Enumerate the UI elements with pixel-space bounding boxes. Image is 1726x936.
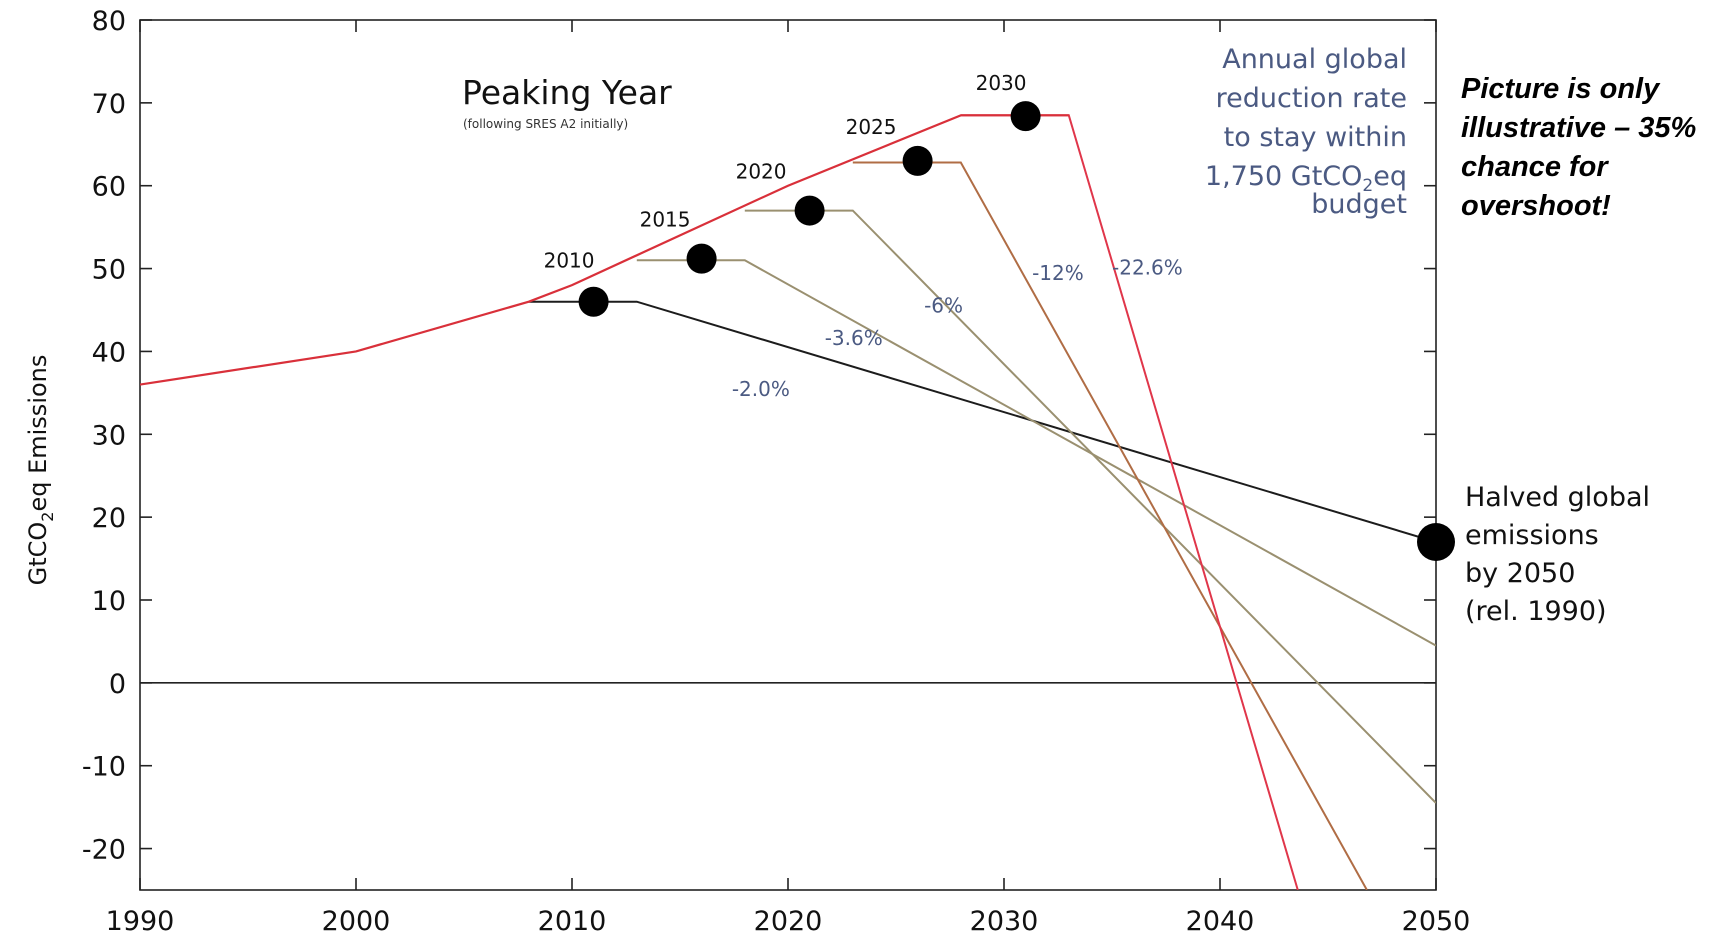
budget-annotation: Annual global reduction rate to stay wit… — [1205, 44, 1407, 220]
x-tick-label: 2040 — [1186, 906, 1255, 936]
baseline-line — [140, 114, 1069, 386]
halved-line-2: emissions — [1465, 520, 1599, 551]
peak-label-2030: 2030 — [976, 71, 1027, 95]
peak-label-2020: 2020 — [736, 160, 787, 184]
y-tick-label: -20 — [82, 835, 126, 866]
peak-marker-2030 — [1010, 101, 1041, 132]
y-tick-label: -10 — [82, 752, 126, 783]
x-tick-label: 2010 — [538, 906, 607, 936]
budget-line-4: 1,750 GtCO2eq — [1205, 161, 1407, 196]
disclaimer-note: Picture is only illustrative – 35% chanc… — [1461, 73, 1696, 222]
note-line-1: Picture is only — [1461, 73, 1661, 105]
x-tick-label: 1990 — [106, 906, 175, 936]
y-tick-label: 0 — [109, 669, 126, 700]
y-tick-label: 70 — [92, 89, 126, 120]
y-axis-label: GtCO2eq Emissions — [24, 355, 57, 586]
peak-marker-2020 — [794, 195, 825, 226]
y-tick-label: 60 — [92, 172, 126, 203]
budget-line-1: Annual global — [1222, 44, 1407, 75]
peak-marker-2015 — [686, 243, 717, 274]
rate-label-2020: -6% — [924, 293, 963, 317]
pathway-line-2015 — [636, 259, 1436, 647]
pathway-line-2025 — [852, 161, 1368, 890]
y-axis-label-sub: 2 — [38, 512, 57, 522]
x-tick-label: 2000 — [322, 906, 391, 936]
budget-line-4-sub: 2 — [1362, 176, 1373, 196]
y-tick-label: 20 — [92, 503, 126, 534]
rate-label-2025: -12% — [1032, 261, 1084, 285]
pathway-line-2030 — [960, 114, 1299, 890]
halved-line-3: by 2050 — [1465, 558, 1575, 589]
labels-layer: 2010 2015 2020 2025 2030 -2.0% -3.6% -6% -12% -22… — [544, 71, 1183, 401]
budget-line-2: reduction rate — [1216, 83, 1407, 114]
y-tick-label: 40 — [92, 337, 126, 368]
lines-layer — [140, 114, 1436, 890]
note-line-3: chance for — [1461, 151, 1609, 183]
halved-line-4: (rel. 1990) — [1465, 596, 1607, 627]
pathway-line-2010 — [528, 300, 1436, 543]
note-line-2: illustrative – 35% — [1461, 112, 1696, 144]
y-tick-label: 80 — [92, 6, 126, 37]
y-axis-label-rest: eq Emissions — [24, 355, 52, 512]
halved-line-1: Halved global — [1465, 482, 1650, 513]
budget-line-4-post: eq — [1373, 161, 1407, 192]
peak-label-2010: 2010 — [544, 249, 595, 273]
y-axis-label-text: GtCO2eq Emissions — [24, 355, 57, 586]
x-tick-label: 2030 — [970, 906, 1039, 936]
chart-title: Peaking Year — [462, 73, 672, 112]
peak-marker-2025 — [902, 145, 933, 176]
peak-label-2015: 2015 — [640, 208, 691, 232]
rate-label-2015: -3.6% — [825, 326, 883, 350]
pathway-line-2020 — [744, 209, 1436, 804]
x-tick-label: 2050 — [1402, 906, 1471, 936]
note-line-4: overshoot! — [1461, 190, 1611, 222]
y-tick-label: 30 — [92, 420, 126, 451]
chart-subtitle: (following SRES A2 initially) — [463, 117, 628, 131]
budget-line-4-pre: 1,750 GtCO — [1205, 161, 1363, 192]
y-axis-label-main: GtCO — [24, 522, 52, 586]
peak-marker-2010 — [578, 286, 609, 317]
y-tick-label: 50 — [92, 255, 126, 286]
halved-annotation: Halved global emissions by 2050 (rel. 19… — [1465, 482, 1650, 627]
budget-line-5: budget — [1311, 189, 1407, 220]
rate-label-2010: -2.0% — [732, 377, 790, 401]
y-tick-label: 10 — [92, 586, 126, 617]
rate-label-2030: -22.6% — [1112, 255, 1183, 279]
peak-label-2025: 2025 — [846, 115, 897, 139]
endpoint-marker-2050 — [1417, 523, 1455, 561]
budget-line-3: to stay within — [1224, 122, 1407, 153]
markers-layer — [578, 101, 1455, 561]
x-tick-label: 2020 — [754, 906, 823, 936]
